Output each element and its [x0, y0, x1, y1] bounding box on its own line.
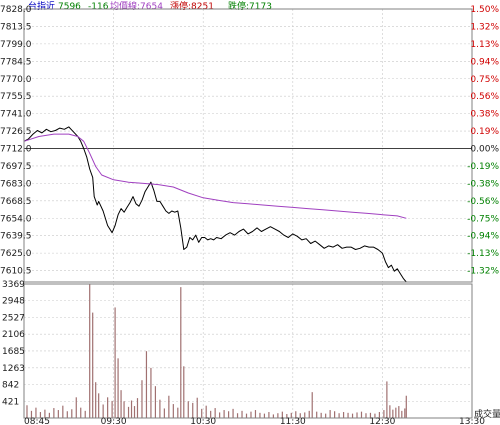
price-tick-label: 7654.0 — [0, 214, 32, 224]
percent-tick-label: -0.56% — [467, 197, 499, 207]
percent-tick-label: -0.94% — [467, 232, 499, 242]
percent-tick-label: 0.75% — [470, 75, 499, 85]
percent-tick-label: 1.50% — [470, 5, 499, 15]
price-tick-label: 7755.5 — [0, 92, 32, 102]
time-tick-label: 10:30 — [190, 417, 216, 425]
volume-tick-label: 2106 — [2, 330, 25, 340]
volume-tick-label: 3369 — [2, 280, 25, 290]
volume-bars — [26, 284, 407, 418]
volume-tick-label: 2527 — [2, 313, 25, 323]
price-lines — [23, 126, 407, 283]
percent-tick-label: 0.56% — [470, 92, 499, 102]
header-change: -116 — [88, 2, 109, 12]
volume-axis-label: 成交量 — [474, 408, 500, 420]
price-tick-label: 7741.0 — [0, 110, 32, 120]
header-limit-up: 漲停:8251 — [170, 0, 214, 12]
price-tick-label: 7697.5 — [0, 162, 32, 172]
price-tick-label: 7799.0 — [0, 40, 32, 50]
price-tick-label: 7625.0 — [0, 249, 32, 259]
time-tick-label: 09:30 — [101, 417, 127, 425]
volume-tick-label: 1685 — [2, 347, 25, 357]
price-tick-label: 7813.5 — [0, 22, 32, 32]
header-limit-down: 跌停:7173 — [228, 0, 272, 12]
percent-tick-label: 0.19% — [470, 127, 499, 137]
percent-tick-label: 1.13% — [470, 40, 499, 50]
svg-text:台指近 7596 -116 均價線:: 台指近 7596 -116 均價線:7654 漲停:8251 跌停:7173 — [28, 0, 272, 12]
time-tick-label: 11:30 — [280, 417, 306, 425]
price-tick-label: 7712.0 — [0, 145, 32, 155]
percent-tick-label: -0.19% — [467, 162, 499, 172]
chart-frames — [23, 8, 473, 419]
percent-tick-label: -0.38% — [467, 179, 499, 189]
price-tick-label: 7639.5 — [0, 232, 32, 242]
price-tick-label: 7683.0 — [0, 179, 32, 189]
percent-tick-label: 0.38% — [470, 110, 499, 120]
header-average: 均價線:7654 — [110, 0, 163, 12]
header-last: 7596 — [58, 2, 81, 12]
volume-panel-frame — [23, 283, 473, 419]
time-tick-label: 12:30 — [369, 417, 395, 425]
price-tick-label: 7770.0 — [0, 75, 32, 85]
volume-tick-label: 2948 — [2, 297, 25, 307]
percent-tick-label: 0.00% — [470, 145, 499, 155]
volume-tick-label: 421 — [2, 397, 19, 407]
percent-tick-label: -0.75% — [467, 214, 499, 224]
price-tick-label: 7726.5 — [0, 127, 32, 137]
price-panel-frame — [23, 8, 473, 283]
header-name: 台指近 — [28, 0, 55, 12]
time-tick-label: 13:30 — [459, 417, 485, 425]
average-line — [23, 133, 407, 219]
percent-tick-label: -1.32% — [467, 267, 499, 277]
percent-tick-label: -1.13% — [467, 249, 499, 259]
price-tick-label: 7828.0 — [0, 5, 32, 15]
time-tick-label: 08:45 — [24, 417, 50, 425]
axis-ticks: 7828.0 1.50% 7813.5 1.32% 7799.0 1.13% 7784.5 0… — [0, 5, 499, 425]
percent-tick-label: 0.94% — [470, 57, 499, 67]
price-tick-label: 7784.5 — [0, 57, 32, 67]
price-line — [23, 126, 407, 283]
price-tick-label: 7668.5 — [0, 197, 32, 207]
price-tick-label: 7610.5 — [0, 267, 32, 277]
volume-tick-label: 1263 — [2, 364, 25, 374]
volume-tick-label: 842 — [2, 381, 19, 391]
percent-tick-label: 1.32% — [470, 22, 499, 32]
